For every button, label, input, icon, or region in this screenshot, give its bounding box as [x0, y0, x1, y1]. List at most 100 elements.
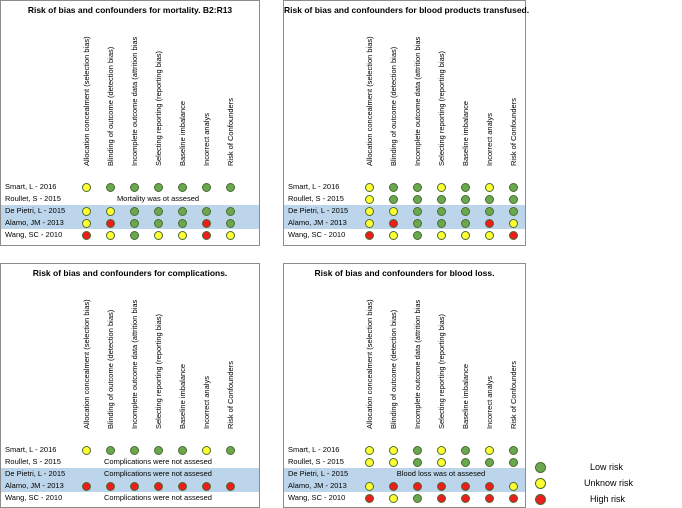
study-label: Wang, SC - 2010 — [288, 493, 346, 502]
not-assessed-note: Blood loss was ot assesed — [396, 469, 486, 478]
study-label: De Pietri, L - 2015 — [5, 469, 66, 478]
legend-dot-unknown — [535, 478, 546, 489]
criterion-header: Incorrect analys — [485, 376, 494, 429]
not-assessed-note: Mortality was ot assesed — [116, 194, 200, 203]
study-label: De Pietri, L - 2015 — [288, 469, 349, 478]
rating-dot-high — [177, 481, 187, 491]
criterion-header: Baseline imbalance — [461, 363, 470, 429]
rating-dot-low — [508, 457, 518, 467]
rating-dot-low — [153, 182, 163, 192]
rating-dot-low — [484, 194, 494, 204]
risk-panel: Risk of bias and confounders for complic… — [0, 263, 260, 508]
rating-dot-low — [412, 493, 422, 503]
criterion-header: Risk of Confounders — [226, 98, 235, 166]
criterion-header: Blinding of outcome (detection bias) — [389, 309, 398, 429]
rating-dot-low — [129, 445, 139, 455]
rating-dot-unknown — [364, 182, 374, 192]
rating-dot-unknown — [460, 230, 470, 240]
rating-dot-high — [201, 481, 211, 491]
rating-dot-unknown — [436, 182, 446, 192]
rating-dot-high — [436, 493, 446, 503]
rating-dot-high — [484, 218, 494, 228]
rating-dot-unknown — [177, 230, 187, 240]
criterion-header: Incorrect analys — [202, 376, 211, 429]
rating-dot-unknown — [364, 445, 374, 455]
rating-dot-low — [105, 445, 115, 455]
criterion-header: Allocation concealment (selection bias) — [82, 299, 91, 429]
rating-dot-unknown — [364, 206, 374, 216]
rating-dot-unknown — [388, 493, 398, 503]
rating-dot-low — [436, 218, 446, 228]
rating-dot-unknown — [388, 445, 398, 455]
rating-dot-low — [460, 206, 470, 216]
criterion-header: Blinding of outcome (detection bias) — [389, 46, 398, 166]
rating-dot-low — [177, 218, 187, 228]
rating-dot-high — [105, 218, 115, 228]
rating-dot-unknown — [81, 218, 91, 228]
rating-dot-unknown — [508, 481, 518, 491]
criterion-header: Risk of Confounders — [226, 361, 235, 429]
rating-dot-low — [177, 445, 187, 455]
rating-dot-low — [460, 218, 470, 228]
rating-dot-unknown — [225, 230, 235, 240]
rating-dot-high — [508, 493, 518, 503]
rating-dot-low — [129, 230, 139, 240]
rating-dot-unknown — [81, 182, 91, 192]
criterion-header: Baseline imbalance — [178, 100, 187, 166]
rating-dot-high — [484, 481, 494, 491]
criterion-header: Blinding of outcome (detection bias) — [106, 46, 115, 166]
legend-dot-low — [535, 462, 546, 473]
rating-dot-high — [364, 493, 374, 503]
rating-dot-high — [364, 230, 374, 240]
rating-dot-low — [508, 194, 518, 204]
rating-dot-high — [225, 481, 235, 491]
rating-dot-unknown — [484, 445, 494, 455]
legend-label: Unknow risk — [584, 478, 634, 488]
rating-dot-unknown — [364, 218, 374, 228]
rating-dot-low — [412, 182, 422, 192]
rating-dot-unknown — [436, 445, 446, 455]
study-label: Smart, L - 2016 — [288, 182, 340, 191]
rating-dot-low — [225, 206, 235, 216]
criterion-header: Incomplete outcome data (attrition bias — [130, 299, 139, 429]
rating-dot-low — [105, 182, 115, 192]
study-label: Smart, L - 2016 — [5, 182, 57, 191]
criterion-header: Selecting reporting (reporting bias) — [154, 50, 163, 166]
study-label: Wang, SC - 2010 — [288, 230, 346, 239]
rating-dot-high — [129, 481, 139, 491]
rating-dot-high — [508, 230, 518, 240]
rating-dot-low — [412, 445, 422, 455]
rating-dot-high — [484, 493, 494, 503]
rating-dot-low — [484, 457, 494, 467]
rating-dot-low — [412, 230, 422, 240]
criterion-header: Blinding of outcome (detection bias) — [106, 309, 115, 429]
rating-dot-low — [225, 182, 235, 192]
rating-dot-unknown — [484, 230, 494, 240]
criterion-header: Incomplete outcome data (attrition bias — [413, 36, 422, 166]
study-label: Alamo, JM - 2013 — [5, 481, 64, 490]
rating-dot-unknown — [436, 230, 446, 240]
criterion-header: Baseline imbalance — [178, 363, 187, 429]
rating-dot-low — [412, 206, 422, 216]
rating-dot-low — [460, 182, 470, 192]
rating-dot-low — [225, 218, 235, 228]
rating-dot-unknown — [436, 457, 446, 467]
criterion-header: Allocation concealment (selection bias) — [82, 36, 91, 166]
study-label: De Pietri, L - 2015 — [288, 206, 349, 215]
rating-dot-low — [508, 445, 518, 455]
rating-dot-low — [436, 194, 446, 204]
rating-dot-low — [129, 182, 139, 192]
rating-dot-low — [153, 445, 163, 455]
rating-dot-low — [508, 182, 518, 192]
rating-dot-low — [412, 218, 422, 228]
rating-dot-unknown — [508, 218, 518, 228]
criterion-header: Incomplete outcome data (attrition bias — [130, 36, 139, 166]
panel-title: Risk of bias and confounders for blood p… — [284, 5, 530, 15]
rating-dot-low — [177, 182, 187, 192]
study-label: Smart, L - 2016 — [288, 445, 340, 454]
study-label: Alamo, JM - 2013 — [288, 481, 347, 490]
rating-dot-unknown — [105, 230, 115, 240]
rating-dot-high — [201, 218, 211, 228]
rating-dot-unknown — [388, 457, 398, 467]
rating-dot-high — [105, 481, 115, 491]
